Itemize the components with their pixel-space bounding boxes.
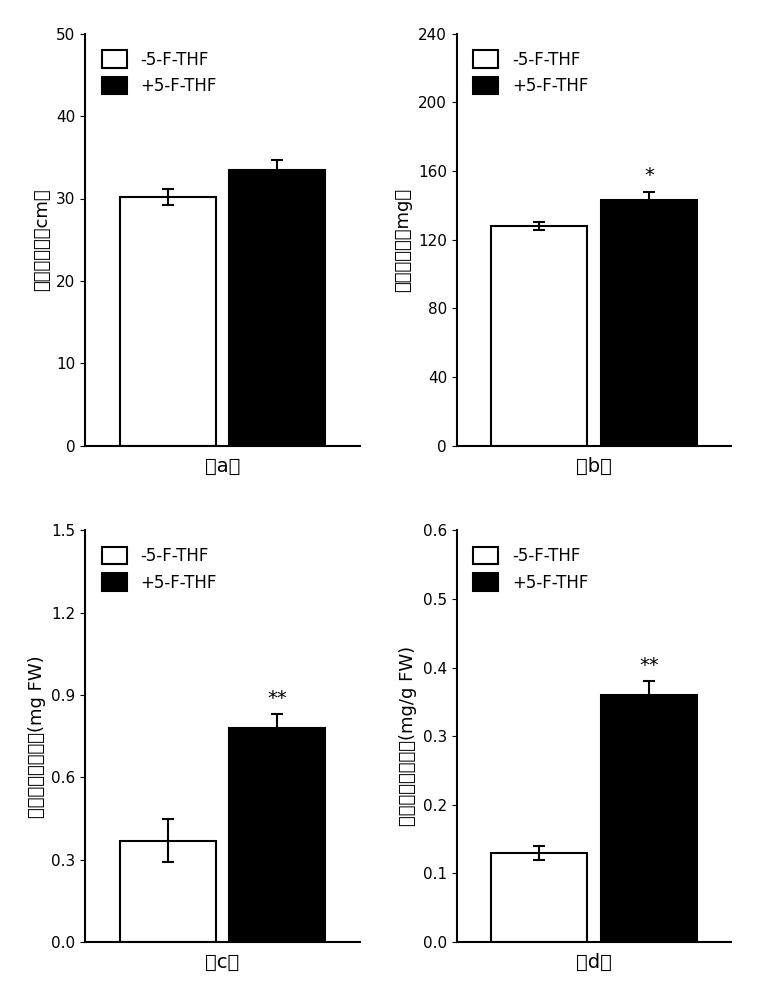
Y-axis label: 地上部高度（cm）: 地上部高度（cm） (33, 188, 51, 291)
Text: **: ** (268, 689, 288, 708)
X-axis label: （a）: （a） (205, 457, 240, 476)
Y-axis label: 地上部叶绿素含量(mg FW): 地上部叶绿素含量(mg FW) (28, 655, 46, 818)
Bar (601, 695, 697, 942)
Legend: -5-F-THF, +5-F-THF: -5-F-THF, +5-F-THF (93, 539, 225, 600)
Bar (491, 226, 587, 446)
Bar (120, 197, 216, 446)
Text: *: * (644, 166, 653, 185)
X-axis label: （c）: （c） (206, 953, 240, 972)
Legend: -5-F-THF, +5-F-THF: -5-F-THF, +5-F-THF (465, 42, 597, 103)
Y-axis label: 地上部鲜重（mg）: 地上部鲜重（mg） (395, 188, 412, 292)
X-axis label: （b）: （b） (576, 457, 612, 476)
Bar (229, 170, 326, 446)
Bar (229, 728, 326, 942)
Bar (491, 853, 587, 942)
Y-axis label: 地上部可溶性蛋白(mg/g FW): 地上部可溶性蛋白(mg/g FW) (399, 646, 417, 826)
Bar (601, 200, 697, 446)
Legend: -5-F-THF, +5-F-THF: -5-F-THF, +5-F-THF (93, 42, 225, 103)
Legend: -5-F-THF, +5-F-THF: -5-F-THF, +5-F-THF (465, 539, 597, 600)
Bar (120, 841, 216, 942)
Text: **: ** (639, 656, 659, 675)
X-axis label: （d）: （d） (576, 953, 612, 972)
